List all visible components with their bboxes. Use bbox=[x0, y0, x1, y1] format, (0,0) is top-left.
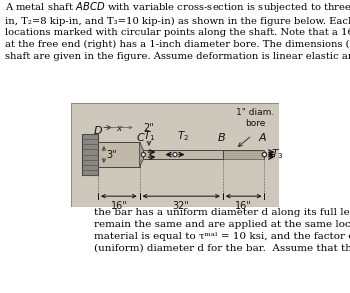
Text: $T_1$: $T_1$ bbox=[143, 130, 155, 143]
Bar bbox=[223, 150, 265, 159]
Circle shape bbox=[262, 152, 267, 157]
Circle shape bbox=[173, 152, 177, 157]
Bar bbox=[98, 142, 140, 167]
Text: $T_3$: $T_3$ bbox=[271, 148, 283, 161]
Circle shape bbox=[262, 152, 267, 157]
Bar bbox=[83, 134, 98, 175]
Text: $x$: $x$ bbox=[116, 124, 123, 133]
Text: 32": 32" bbox=[173, 201, 190, 211]
Text: A metal shaft $ABCD$ with variable cross-section is subjected to three external : A metal shaft $ABCD$ with variable cross… bbox=[5, 0, 350, 61]
Text: 3": 3" bbox=[107, 149, 117, 160]
Text: $B$: $B$ bbox=[217, 131, 226, 143]
Bar bbox=[144, 150, 223, 159]
Text: $C$: $C$ bbox=[136, 131, 146, 143]
Text: $T_2$: $T_2$ bbox=[177, 130, 189, 143]
Text: $D$: $D$ bbox=[93, 124, 103, 136]
Polygon shape bbox=[140, 142, 144, 167]
Text: 2": 2" bbox=[144, 123, 154, 133]
Text: 1" diam.
bore: 1" diam. bore bbox=[236, 108, 274, 128]
Text: the bar has a uniform diameter d along its full length, but external torques
rem: the bar has a uniform diameter d along i… bbox=[94, 208, 350, 253]
Circle shape bbox=[141, 152, 146, 157]
Text: $A$: $A$ bbox=[258, 131, 267, 143]
Text: 16": 16" bbox=[235, 201, 252, 211]
Text: 16": 16" bbox=[111, 201, 127, 211]
